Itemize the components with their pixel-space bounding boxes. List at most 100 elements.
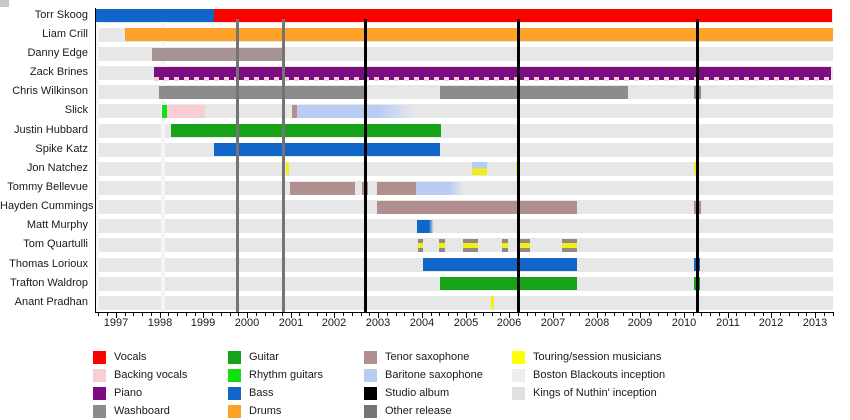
- x-axis-minor-tick: [168, 313, 169, 316]
- timeline-bar: [95, 9, 214, 22]
- timeline-bar: [418, 239, 423, 252]
- legend-swatch-backing-vocals: [93, 369, 106, 382]
- row-track: [95, 143, 833, 157]
- timeline-bar: [491, 296, 494, 309]
- legend-label-other-release: Other release: [385, 405, 452, 417]
- x-axis-major-tick: [116, 313, 117, 318]
- legend-label-studio-album: Studio album: [385, 387, 450, 399]
- row-track: [95, 181, 833, 195]
- x-axis-minor-tick: [125, 313, 126, 316]
- x-axis-major-tick: [203, 313, 204, 318]
- timeline-bar: [152, 48, 283, 61]
- legend-label-rhythm-guitars: Rhythm guitars: [249, 369, 323, 381]
- legend-swatch-guitar: [228, 351, 241, 364]
- plot-area: [95, 3, 833, 312]
- legend-swatch-studio-album: [364, 387, 377, 400]
- axis-year-label-1997: 1997: [103, 317, 129, 329]
- member-label-slick: Slick: [64, 104, 88, 116]
- member-label-justin-hubbard: Justin Hubbard: [14, 124, 88, 136]
- member-label-tom-quartulli: Tom Quartulli: [23, 238, 88, 250]
- x-axis-major-tick: [684, 313, 685, 318]
- x-axis-minor-tick: [133, 313, 134, 316]
- legend-label-piano: Piano: [114, 387, 143, 399]
- backing-vocals-dashes: [154, 77, 831, 81]
- x-axis-major-tick: [291, 313, 292, 318]
- x-axis-minor-tick: [614, 313, 615, 316]
- x-axis-minor-tick: [212, 313, 213, 316]
- legend-label-vocals: Vocals: [114, 351, 147, 363]
- x-axis-minor-tick: [448, 313, 449, 316]
- timeline-bar: [297, 105, 416, 118]
- x-axis-minor-tick: [98, 313, 99, 316]
- axis-year-label-1998: 1998: [147, 317, 173, 329]
- legend-swatch-piano: [93, 387, 106, 400]
- axis-year-label-2007: 2007: [540, 317, 566, 329]
- x-axis-minor-tick: [369, 313, 370, 316]
- member-label-chris-wilkinson: Chris Wilkinson: [12, 85, 88, 97]
- x-axis-minor-tick: [701, 313, 702, 316]
- x-axis-minor-tick: [833, 313, 834, 316]
- timeline-bar: [162, 105, 167, 118]
- timeline-bar: [694, 162, 697, 175]
- x-axis-minor-tick: [282, 313, 283, 316]
- timeline-bar: [125, 28, 833, 41]
- x-axis-major-tick: [509, 313, 510, 318]
- member-label-danny-edge: Danny Edge: [27, 47, 88, 59]
- x-axis-minor-tick: [299, 313, 300, 316]
- x-axis-minor-tick: [798, 313, 799, 316]
- legend-label-bass: Bass: [249, 387, 274, 399]
- x-axis-minor-tick: [387, 313, 388, 316]
- x-axis-major-tick: [378, 313, 379, 318]
- axis-year-label-2009: 2009: [627, 317, 653, 329]
- axis-year-label-2000: 2000: [234, 317, 260, 329]
- x-axis-minor-tick: [457, 313, 458, 316]
- legend-label-baritone-saxophone: Baritone saxophone: [385, 369, 483, 381]
- corner-artifact: [0, 0, 9, 7]
- member-label-hayden-cummings: Hayden Cummings: [0, 200, 94, 212]
- x-axis-minor-tick: [588, 313, 589, 316]
- studio-album-line: [364, 19, 367, 312]
- member-label-spike-katz: Spike Katz: [35, 143, 88, 155]
- axis-year-label-2013: 2013: [802, 317, 828, 329]
- x-axis-minor-tick: [500, 313, 501, 316]
- x-axis-minor-tick: [221, 313, 222, 316]
- x-axis-minor-tick: [431, 313, 432, 316]
- timeline-bar: [286, 162, 289, 175]
- timeline-bar: [517, 239, 530, 252]
- x-axis-minor-tick: [483, 313, 484, 316]
- member-label-matt-murphy: Matt Murphy: [26, 219, 88, 231]
- x-axis-minor-tick: [107, 313, 108, 316]
- axis-year-label-2012: 2012: [758, 317, 784, 329]
- x-axis-minor-tick: [658, 313, 659, 316]
- x-axis-major-tick: [728, 313, 729, 318]
- legend-swatch-kings-of-nuthin-inception: [512, 387, 525, 400]
- x-axis-major-tick: [334, 313, 335, 318]
- x-axis-major-tick: [247, 313, 248, 318]
- x-axis-major-tick: [597, 313, 598, 318]
- x-axis-major-tick: [422, 313, 423, 318]
- legend-label-touring-session-musicians: Touring/session musicians: [533, 351, 662, 363]
- axis-year-label-2002: 2002: [321, 317, 347, 329]
- legend-label-drums: Drums: [249, 405, 282, 417]
- x-axis-minor-tick: [343, 313, 344, 316]
- x-axis-minor-tick: [710, 313, 711, 316]
- x-axis-minor-tick: [736, 313, 737, 316]
- x-axis-major-tick: [815, 313, 816, 318]
- x-axis-line: [95, 312, 834, 313]
- timeline-bar: [423, 258, 577, 271]
- x-axis-minor-tick: [824, 313, 825, 316]
- x-axis-minor-tick: [230, 313, 231, 316]
- x-axis-major-tick: [160, 313, 161, 318]
- legend-swatch-vocals: [93, 351, 106, 364]
- legend-swatch-baritone-saxophone: [364, 369, 377, 382]
- plot-left-border: [95, 8, 96, 312]
- x-axis-minor-tick: [518, 313, 519, 316]
- member-label-jon-natchez: Jon Natchez: [26, 162, 88, 174]
- x-axis-minor-tick: [789, 313, 790, 316]
- x-axis-minor-tick: [806, 313, 807, 316]
- x-axis-minor-tick: [535, 313, 536, 316]
- timeline-bar: [417, 220, 434, 233]
- x-axis-minor-tick: [142, 313, 143, 316]
- x-axis-minor-tick: [719, 313, 720, 316]
